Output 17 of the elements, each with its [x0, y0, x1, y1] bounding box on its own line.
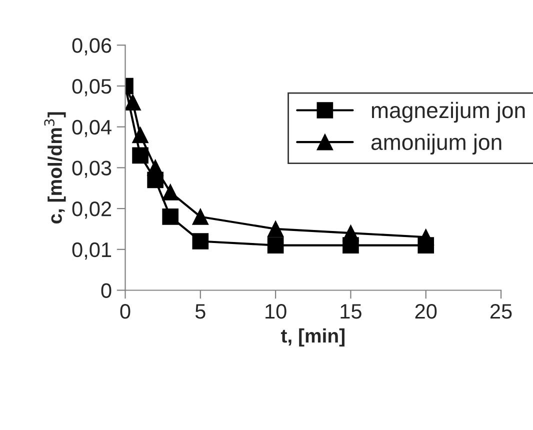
- y-tick-label: 0,04: [72, 120, 112, 138]
- x-tick-label: 5: [195, 304, 206, 319]
- legend-label: magnezijum jon: [372, 102, 525, 123]
- y-tick-label: 0,03: [72, 160, 112, 178]
- y-tick-label: 0,05: [72, 79, 112, 96]
- y-tick-label: 0,01: [72, 242, 112, 260]
- x-tick-label: 20: [415, 304, 437, 319]
- y-tick-label: 0: [101, 283, 112, 298]
- x-axis-title: t, [min]: [280, 328, 344, 347]
- y-tick-label: 0,06: [72, 38, 112, 56]
- x-tick-label: 15: [340, 304, 362, 319]
- x-tick-label: 10: [266, 304, 286, 319]
- y-axis-title: c, [mol/dm$^{3}$]: [44, 112, 66, 224]
- x-tick-label: 25: [490, 304, 512, 319]
- legend-label: amonijum jon: [371, 134, 502, 154]
- x-tick-label: 0: [120, 304, 130, 319]
- y-tick-label: 0,02: [72, 202, 112, 219]
